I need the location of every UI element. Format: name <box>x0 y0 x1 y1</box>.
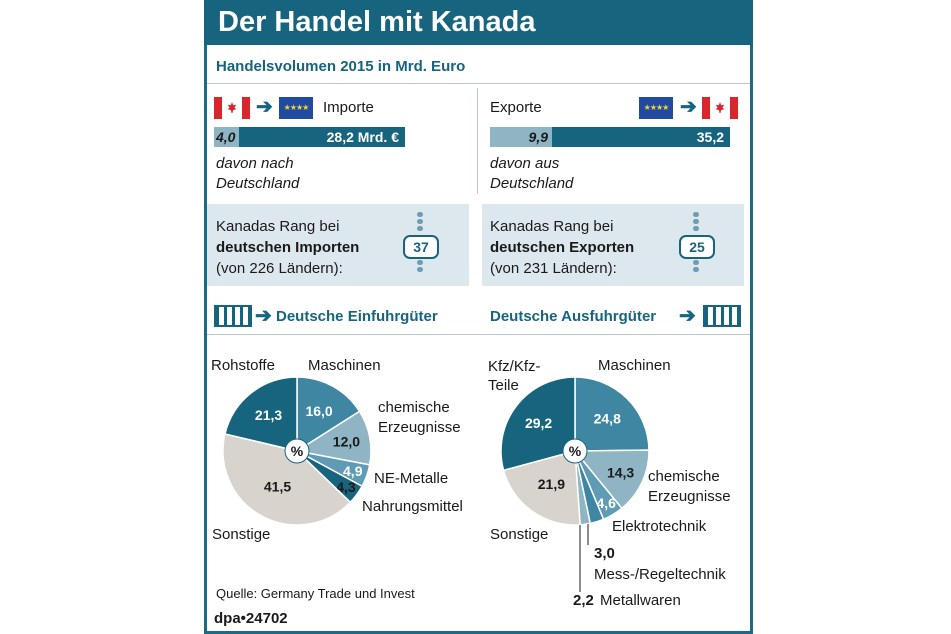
pie-import-value-2: 4,9 <box>343 463 363 479</box>
pie-export-label-elektro: Elektrotechnik <box>612 518 707 535</box>
rank-export-line3: (von 231 Ländern): <box>490 260 617 277</box>
pie-export-value-2: 4,6 <box>596 495 616 511</box>
rank-export-text: Kanadas Rang bei deutschen Exporten (von… <box>490 216 634 279</box>
rank-import-text: Kanadas Rang bei deutschen Importen (von… <box>216 216 359 279</box>
divider <box>207 334 750 335</box>
pie-export-label-chemie: chemische Erzeugnisse <box>648 468 731 505</box>
imports-note-line2: Deutschland <box>216 175 300 192</box>
pie-import-slice-5 <box>224 376 298 452</box>
exports-note-line1: davon aus <box>490 155 560 172</box>
imports-germany-bar: 4,0 <box>214 127 239 147</box>
pie-import-value-1: 12,0 <box>333 434 360 450</box>
arrow-right-icon: ➔ <box>679 305 696 327</box>
pie-export-label-metall: Metallwaren <box>600 592 681 609</box>
exports-total-value: 35,2 <box>696 129 724 145</box>
pie-export-slice-1 <box>573 449 650 510</box>
exports-note-line2: Deutschland <box>490 175 574 192</box>
container-icon <box>214 305 252 327</box>
pie-export-value-6: 29,2 <box>525 415 552 431</box>
pie-export-percent-sign: % <box>569 443 582 459</box>
pie-import-label-ne-metalle: NE-Metalle <box>374 470 449 487</box>
pie-export-value-5: 21,9 <box>538 476 565 492</box>
exports-label: Exporte <box>490 99 542 116</box>
pie-import-center <box>284 438 310 464</box>
source-note: Quelle: Germany Trade und Invest <box>216 586 415 601</box>
canada-flag-icon <box>214 97 250 119</box>
pie-export-value-0: 24,8 <box>594 410 621 426</box>
rank-import-line3: (von 226 Ländern): <box>216 260 343 277</box>
imports-note-line1: davon nach <box>216 155 294 172</box>
container-icon <box>703 305 741 327</box>
credit-label: dpa•24702 <box>214 610 288 627</box>
rank-export-badge: 25 <box>679 235 715 259</box>
imports-note: davon nach Deutschland <box>216 154 299 194</box>
pie-export-value-mess: 3,0 <box>594 545 615 562</box>
divider <box>207 83 750 84</box>
pie-export-slice-6 <box>500 376 576 472</box>
rank-import-badge: 37 <box>403 235 439 259</box>
section-export-heading: Deutsche Ausfuhrgüter <box>490 308 657 325</box>
pie-import-value-0: 16,0 <box>305 403 332 419</box>
pie-export-center <box>562 438 588 464</box>
pie-import-percent-sign: % <box>291 443 304 459</box>
rank-export-line2: deutschen Exporten <box>490 239 635 256</box>
exports-germany-bar: 9,9 <box>490 127 552 147</box>
arrow-right-icon: ➔ <box>256 96 273 118</box>
rank-export-line1: Kanadas Rang bei <box>490 218 614 235</box>
pie-export-slice-0 <box>574 376 650 452</box>
exports-total-bar: 35,2 <box>552 127 730 147</box>
imports-total-bar: 28,2 Mrd. € <box>239 127 405 147</box>
arrow-right-icon: ➔ <box>255 305 272 327</box>
arrow-right-icon: ➔ <box>680 96 697 118</box>
imports-total-value: 28,2 Mrd. € <box>326 129 399 145</box>
pie-export-label-kfz: Kfz/Kfz-Teile <box>488 358 541 394</box>
pie-export-label-sonstige: Sonstige <box>490 526 549 543</box>
rank-import-line2: deutschen Importen <box>216 239 360 256</box>
pie-import-label-chemie: chemische Erzeugnisse <box>378 399 461 436</box>
pie-import-label-maschinen: Maschinen <box>308 357 381 374</box>
page-title: Der Handel mit Kanada <box>204 0 753 45</box>
section-import-heading: Deutsche Einfuhrgüter <box>276 308 438 325</box>
imports-germany-value: 4,0 <box>216 129 236 145</box>
imports-label: Importe <box>323 99 374 116</box>
exports-germany-value: 9,9 <box>528 129 548 145</box>
pie-import-value-5: 21,3 <box>255 407 282 423</box>
pie-import-value-4: 41,5 <box>264 479 291 495</box>
pie-export-label-maschinen: Maschinen <box>598 357 671 374</box>
pie-import-slice-0 <box>296 376 361 453</box>
divider <box>477 88 478 194</box>
rank-import-line1: Kanadas Rang bei <box>216 218 340 235</box>
pie-export-label-mess: Mess-/Regeltechnik <box>594 566 726 583</box>
pie-import-label-nahrung: Nahrungsmittel <box>362 498 463 515</box>
pie-import-label-sonstige: Sonstige <box>212 526 271 543</box>
eu-flag-icon: ★★★★ <box>279 97 313 119</box>
eu-flag-icon: ★★★★ <box>639 97 673 119</box>
pie-export-value-1: 14,3 <box>607 464 634 480</box>
pie-import-slice-4 <box>222 433 352 526</box>
pie-import-label-rohstoffe: Rohstoffe <box>211 357 275 374</box>
pie-import-value-3: 4,3 <box>336 479 356 495</box>
pie-export-slice-5 <box>502 450 581 526</box>
canada-flag-icon <box>702 97 738 119</box>
pie-export-value-metall: 2,2 <box>573 592 594 609</box>
exports-note: davon aus Deutschland <box>490 154 573 194</box>
subtitle: Handelsvolumen 2015 in Mrd. Euro <box>216 58 466 75</box>
